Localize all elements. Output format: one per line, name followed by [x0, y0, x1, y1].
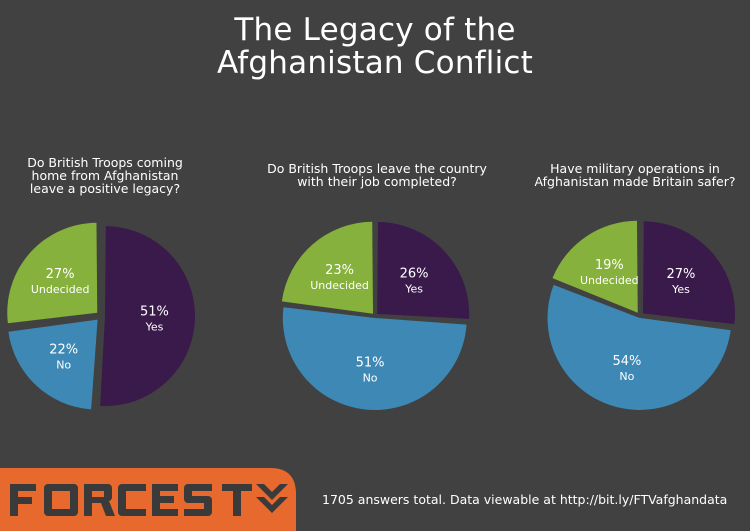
pie-1-slice-yes [100, 226, 195, 407]
pie-2-undecided-value-label: 23% [325, 263, 354, 278]
question-2-title: Do British Troops leave the country with… [252, 162, 502, 188]
question-1-line-2: home from Afghanistan [31, 168, 179, 183]
question-1-title: Do British Troops coming home from Afgha… [10, 156, 200, 195]
forces-tv-logo [0, 468, 296, 531]
pie-1-undecided-value-label: 27% [46, 267, 75, 282]
pie-2-no-value-label: 51% [356, 355, 385, 370]
pie-3-yes-value-label: 27% [667, 267, 696, 282]
pie-3-undecided-value-label: 19% [595, 258, 624, 273]
question-3-title: Have military operations in Afghanistan … [525, 162, 745, 188]
pie-3-no-name-label: No [619, 370, 634, 383]
question-3-line-2: Afghanistan made Britain safer? [534, 174, 736, 189]
question-1-line-3: leave a positive legacy? [29, 181, 181, 196]
question-2-line-1: Do British Troops leave the country [267, 161, 487, 176]
footer-note: 1705 answers total. Data viewable at htt… [322, 492, 728, 507]
pie-2-undecided-name-label: Undecided [310, 279, 369, 292]
title-line-1: The Legacy of the [234, 12, 516, 48]
pie-2-yes-value-label: 26% [400, 266, 429, 281]
title-line-2: Afghanistan Conflict [217, 45, 533, 81]
pie-1-slice-undecided [7, 222, 98, 324]
pie-3-slice-undecided [552, 220, 638, 313]
pie-2-slice-yes [377, 221, 470, 319]
pie-2-yes-name-label: Yes [404, 282, 423, 295]
pie-1-no-name-label: No [56, 359, 71, 372]
pie-3-no-value-label: 54% [612, 354, 641, 369]
question-3-line-1: Have military operations in [550, 161, 720, 176]
pie-2-no-name-label: No [363, 371, 378, 384]
pie-3-slice-yes [643, 221, 736, 325]
question-1-line-1: Do British Troops coming [27, 155, 183, 170]
pie-1-yes-name-label: Yes [145, 321, 164, 334]
pie-3-slice-no [547, 284, 731, 410]
question-2-line-2: with their job completed? [297, 174, 457, 189]
pie-2-slice-undecided [281, 221, 374, 314]
pie-1-no-value-label: 22% [49, 343, 78, 358]
pie-3-yes-name-label: Yes [671, 283, 690, 296]
page-title: The Legacy of the Afghanistan Conflict [0, 14, 750, 80]
pie-2-slice-no [282, 307, 467, 410]
pie-1-yes-value-label: 51% [140, 305, 169, 320]
pie-3-undecided-name-label: Undecided [580, 274, 639, 287]
pie-1-slice-no [8, 319, 98, 410]
pie-1-undecided-name-label: Undecided [31, 283, 90, 296]
